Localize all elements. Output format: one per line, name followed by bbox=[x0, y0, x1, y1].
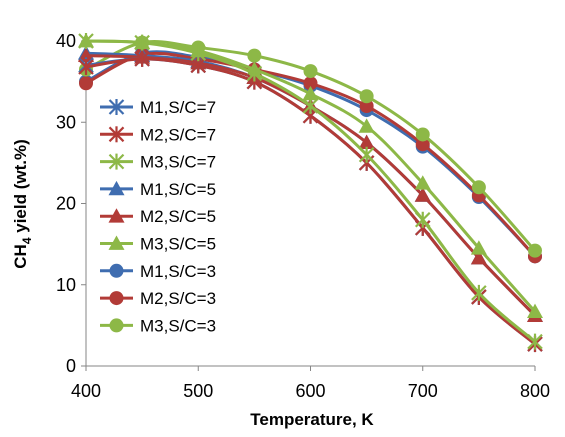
y-tick-label: 20 bbox=[56, 194, 76, 214]
x-axis-title: Temperature, K bbox=[250, 410, 374, 429]
series-line bbox=[85, 39, 536, 343]
data-point bbox=[134, 50, 150, 67]
data-point bbox=[358, 118, 375, 133]
data-point bbox=[415, 137, 430, 152]
data-point bbox=[527, 333, 543, 350]
legend-label: M3,S/C=5 bbox=[140, 235, 216, 254]
legend: M1,S/C=7 M2,S/C=7 M3,S/C=7 M1,S/C=5 M2,S/C=5… bbox=[100, 98, 216, 335]
data-point bbox=[527, 303, 543, 318]
x-tick-label: 500 bbox=[183, 381, 213, 401]
data-point bbox=[414, 187, 431, 202]
data-point bbox=[303, 76, 318, 91]
legend-item: M1,S/C=3 bbox=[100, 262, 216, 281]
y-tick-label: 0 bbox=[66, 356, 76, 376]
y-axis-title-main: CH bbox=[11, 244, 30, 269]
series-layer bbox=[78, 33, 543, 353]
legend-item: M2,S/C=7 bbox=[100, 125, 216, 144]
data-point bbox=[246, 65, 263, 82]
legend-label: M1,S/C=3 bbox=[140, 262, 216, 281]
series-line bbox=[85, 40, 537, 252]
data-point bbox=[134, 34, 150, 51]
data-point bbox=[470, 249, 487, 265]
data-point bbox=[247, 48, 262, 63]
data-point bbox=[415, 127, 430, 142]
legend-label: M2,S/C=3 bbox=[140, 289, 216, 308]
y-axis-title-rest: yield (wt.%) bbox=[11, 139, 30, 237]
data-point bbox=[359, 89, 374, 104]
y-tick-label: 30 bbox=[56, 112, 76, 132]
y-tick-label: 10 bbox=[56, 275, 76, 295]
data-point bbox=[471, 284, 487, 301]
legend-label: M2,S/C=7 bbox=[140, 125, 216, 144]
data-point bbox=[470, 240, 487, 255]
legend-label: M1,S/C=7 bbox=[140, 98, 216, 117]
y-axis-title: CH4 yield (wt.%) bbox=[11, 139, 34, 268]
data-point bbox=[79, 76, 93, 91]
y-tick-label: 40 bbox=[56, 31, 76, 51]
legend-marker bbox=[109, 291, 124, 306]
legend-marker bbox=[109, 318, 124, 333]
legend-item: M2,S/C=5 bbox=[100, 207, 216, 226]
legend-marker bbox=[108, 126, 125, 143]
data-point bbox=[528, 243, 542, 258]
data-point bbox=[358, 134, 375, 149]
data-point bbox=[190, 45, 207, 62]
legend-marker bbox=[108, 235, 125, 250]
legend-marker bbox=[108, 153, 125, 170]
legend-label: M2,S/C=5 bbox=[140, 207, 216, 226]
data-point bbox=[78, 47, 94, 63]
x-tick-label: 800 bbox=[520, 381, 550, 401]
legend-label: M3,S/C=3 bbox=[140, 316, 216, 335]
series-m3-s-c-7 bbox=[78, 33, 543, 350]
legend-marker bbox=[108, 208, 125, 223]
legend-label: M1,S/C=5 bbox=[140, 180, 216, 199]
data-point bbox=[358, 146, 375, 163]
legend-label: M3,S/C=7 bbox=[140, 153, 216, 172]
x-tick-label: 600 bbox=[295, 381, 325, 401]
data-point bbox=[302, 85, 319, 101]
y-axis-title-subscript: 4 bbox=[20, 237, 34, 244]
legend-item: M1,S/C=5 bbox=[100, 180, 216, 199]
legend-item: M1,S/C=7 bbox=[100, 98, 216, 117]
legend-item: M3,S/C=3 bbox=[100, 316, 216, 335]
legend-marker bbox=[108, 180, 125, 196]
data-point bbox=[302, 98, 319, 114]
series-line bbox=[85, 57, 536, 346]
data-point bbox=[359, 99, 374, 113]
data-point bbox=[303, 64, 318, 79]
data-point bbox=[414, 211, 431, 228]
legend-item: M3,S/C=5 bbox=[100, 235, 216, 254]
legend-marker bbox=[109, 263, 124, 278]
legend-item: M2,S/C=3 bbox=[100, 289, 216, 308]
data-point bbox=[414, 175, 431, 190]
data-point bbox=[78, 33, 94, 49]
axes: 0 10 20 30 40 400 500 600 700 800 bbox=[56, 31, 550, 401]
x-tick-label: 400 bbox=[71, 381, 101, 401]
data-point bbox=[78, 59, 94, 75]
legend-marker bbox=[108, 99, 125, 115]
legend-item: M3,S/C=7 bbox=[100, 153, 216, 172]
x-tick-label: 700 bbox=[408, 381, 438, 401]
data-point bbox=[471, 180, 486, 195]
